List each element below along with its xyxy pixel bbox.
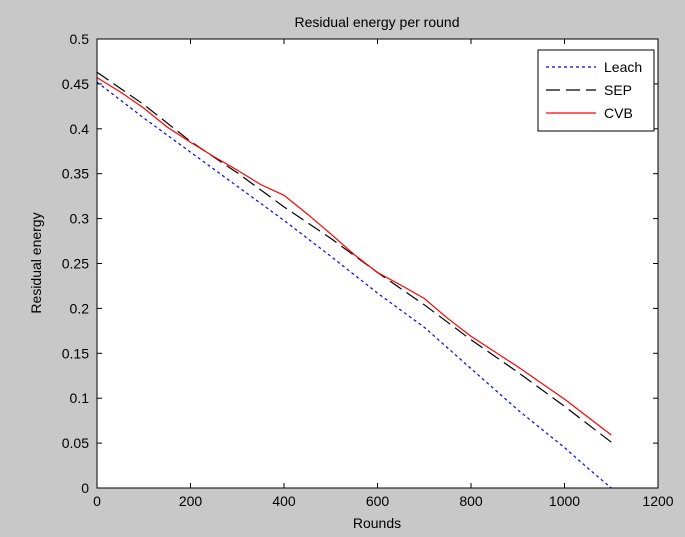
y-tick-label: 0.15 bbox=[62, 345, 89, 361]
x-axis-ticks: 0 200 400 600 800 1000 1200 bbox=[93, 39, 674, 509]
y-tick-label: 0.05 bbox=[62, 435, 89, 451]
y-tick-label: 0.1 bbox=[70, 390, 90, 406]
series-line-cvb bbox=[96, 77, 612, 436]
x-tick-label: 1200 bbox=[642, 493, 673, 509]
series-lines bbox=[96, 71, 612, 489]
x-tick-label: 200 bbox=[179, 493, 203, 509]
x-axis-label: Rounds bbox=[353, 515, 401, 531]
x-tick-label: 800 bbox=[459, 493, 483, 509]
y-axis-ticks: 0 0.05 0.1 0.15 0.2 0.25 0.3 0.35 0.4 0.45 0.5 bbox=[62, 31, 658, 496]
series-line-sep bbox=[96, 71, 612, 443]
plot-frame bbox=[96, 38, 659, 489]
x-tick-label: 400 bbox=[272, 493, 296, 509]
legend: Leach SEP CVB bbox=[537, 49, 655, 132]
chart-title: Residual energy per round bbox=[295, 14, 460, 30]
x-tick-label: 0 bbox=[93, 493, 101, 509]
legend-label-cvb: CVB bbox=[604, 105, 633, 121]
y-tick-label: 0.5 bbox=[70, 31, 90, 47]
y-axis-label: Residual energy bbox=[28, 212, 44, 313]
x-tick-label: 1000 bbox=[549, 493, 580, 509]
y-tick-label: 0.2 bbox=[70, 300, 90, 316]
y-tick-label: 0.4 bbox=[70, 121, 90, 137]
legend-label-sep: SEP bbox=[604, 82, 632, 98]
y-tick-label: 0.35 bbox=[62, 166, 89, 182]
series-line-leach bbox=[96, 81, 612, 489]
legend-label-leach: Leach bbox=[604, 59, 642, 75]
y-tick-label: 0 bbox=[81, 480, 89, 496]
y-tick-label: 0.25 bbox=[62, 256, 89, 272]
y-tick-label: 0.3 bbox=[70, 211, 90, 227]
y-tick-label: 0.45 bbox=[62, 76, 89, 92]
x-tick-label: 600 bbox=[366, 493, 390, 509]
